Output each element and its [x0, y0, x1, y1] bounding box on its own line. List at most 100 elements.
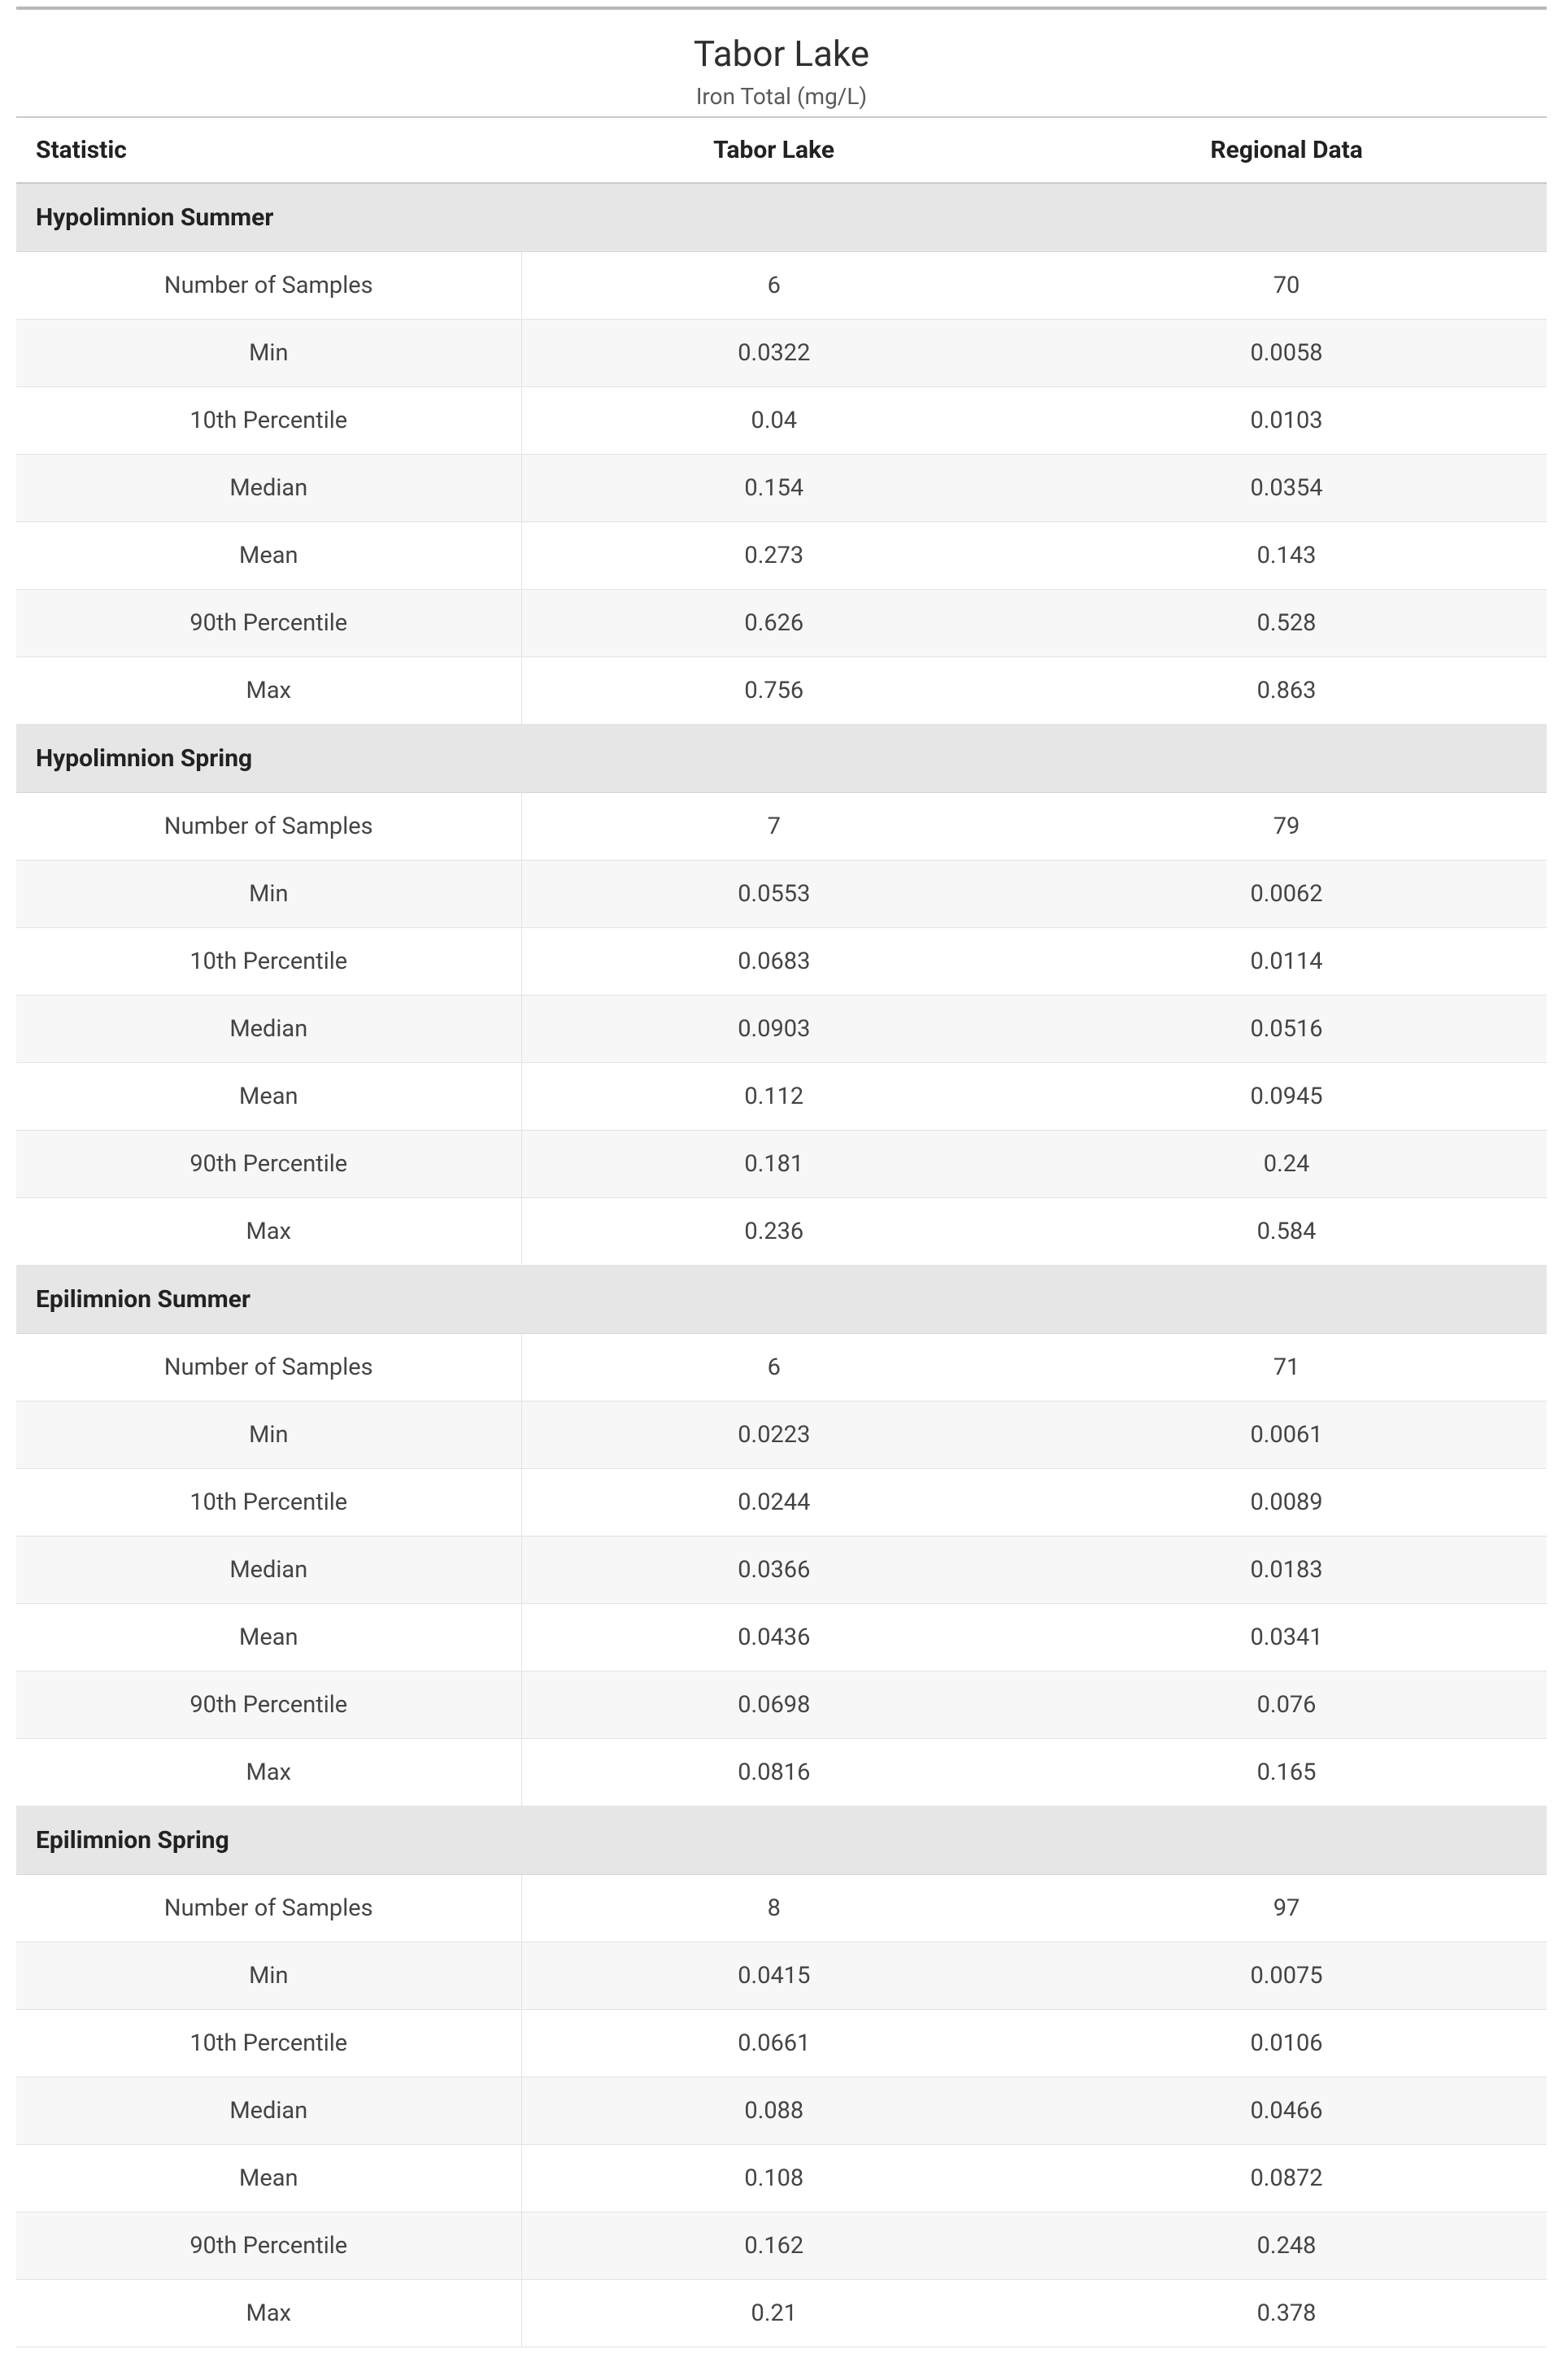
stat-label: Min — [16, 861, 521, 928]
regional-value: 0.0341 — [1026, 1604, 1547, 1672]
table-row: 90th Percentile0.1810.24 — [16, 1131, 1547, 1198]
lake-value: 0.0322 — [521, 320, 1026, 387]
lake-value: 0.0223 — [521, 1401, 1026, 1469]
regional-value: 70 — [1026, 252, 1547, 320]
section-header: Epilimnion Summer — [16, 1266, 1547, 1334]
table-body: Hypolimnion SummerNumber of Samples670Mi… — [16, 183, 1547, 2347]
regional-value: 71 — [1026, 1334, 1547, 1401]
stat-label: Min — [16, 1942, 521, 2010]
lake-value: 0.0244 — [521, 1469, 1026, 1537]
regional-value: 0.0466 — [1026, 2077, 1547, 2145]
table-row: Min0.04150.0075 — [16, 1942, 1547, 2010]
lake-value: 0.756 — [521, 657, 1026, 725]
lake-value: 0.04 — [521, 387, 1026, 455]
stat-label: Max — [16, 1198, 521, 1266]
lake-value: 0.088 — [521, 2077, 1026, 2145]
lake-value: 0.0816 — [521, 1739, 1026, 1807]
regional-value: 0.0872 — [1026, 2145, 1547, 2212]
table-row: 10th Percentile0.040.0103 — [16, 387, 1547, 455]
col-header-statistic: Statistic — [16, 117, 521, 183]
table-row: Max0.7560.863 — [16, 657, 1547, 725]
table-row: Max0.210.378 — [16, 2280, 1547, 2347]
stat-label: Max — [16, 1739, 521, 1807]
stat-label: Mean — [16, 1063, 521, 1131]
stat-label: 10th Percentile — [16, 928, 521, 996]
stat-label: 90th Percentile — [16, 2212, 521, 2280]
lake-value: 0.0683 — [521, 928, 1026, 996]
col-header-lake: Tabor Lake — [521, 117, 1026, 183]
stat-label: 90th Percentile — [16, 590, 521, 657]
table-row: Mean0.1080.0872 — [16, 2145, 1547, 2212]
table-row: 90th Percentile0.06980.076 — [16, 1672, 1547, 1739]
regional-value: 0.165 — [1026, 1739, 1547, 1807]
section-header: Hypolimnion Spring — [16, 725, 1547, 793]
regional-value: 0.143 — [1026, 522, 1547, 590]
page-subtitle: Iron Total (mg/L) — [16, 83, 1547, 110]
regional-value: 0.248 — [1026, 2212, 1547, 2280]
lake-value: 0.112 — [521, 1063, 1026, 1131]
section-title: Hypolimnion Spring — [16, 725, 1547, 793]
stat-label: 10th Percentile — [16, 387, 521, 455]
regional-value: 0.0058 — [1026, 320, 1547, 387]
regional-value: 0.0062 — [1026, 861, 1547, 928]
stat-label: 10th Percentile — [16, 2010, 521, 2077]
table-row: Min0.02230.0061 — [16, 1401, 1547, 1469]
regional-value: 0.378 — [1026, 2280, 1547, 2347]
lake-value: 0.154 — [521, 455, 1026, 522]
lake-value: 6 — [521, 252, 1026, 320]
regional-value: 0.0354 — [1026, 455, 1547, 522]
regional-value: 0.24 — [1026, 1131, 1547, 1198]
regional-value: 0.0945 — [1026, 1063, 1547, 1131]
table-row: Min0.03220.0058 — [16, 320, 1547, 387]
table-row: Mean0.04360.0341 — [16, 1604, 1547, 1672]
lake-value: 0.108 — [521, 2145, 1026, 2212]
section-title: Epilimnion Summer — [16, 1266, 1547, 1334]
table-row: Max0.2360.584 — [16, 1198, 1547, 1266]
lake-value: 0.0436 — [521, 1604, 1026, 1672]
lake-value: 7 — [521, 793, 1026, 861]
table-row: Median0.0880.0466 — [16, 2077, 1547, 2145]
section-header: Hypolimnion Summer — [16, 183, 1547, 252]
stat-label: Number of Samples — [16, 793, 521, 861]
table-row: 90th Percentile0.6260.528 — [16, 590, 1547, 657]
stat-label: 90th Percentile — [16, 1131, 521, 1198]
table-row: 10th Percentile0.06610.0106 — [16, 2010, 1547, 2077]
stat-label: 10th Percentile — [16, 1469, 521, 1537]
lake-value: 0.0415 — [521, 1942, 1026, 2010]
regional-value: 0.0114 — [1026, 928, 1547, 996]
col-header-regional: Regional Data — [1026, 117, 1547, 183]
regional-value: 0.076 — [1026, 1672, 1547, 1739]
table-row: 90th Percentile0.1620.248 — [16, 2212, 1547, 2280]
lake-value: 0.0903 — [521, 996, 1026, 1063]
stat-label: Mean — [16, 2145, 521, 2212]
stat-label: Median — [16, 1537, 521, 1604]
regional-value: 0.528 — [1026, 590, 1547, 657]
table-row: Median0.09030.0516 — [16, 996, 1547, 1063]
stat-label: Min — [16, 320, 521, 387]
regional-value: 97 — [1026, 1875, 1547, 1942]
table-row: Number of Samples671 — [16, 1334, 1547, 1401]
table-row: 10th Percentile0.06830.0114 — [16, 928, 1547, 996]
table-row: Max0.08160.165 — [16, 1739, 1547, 1807]
regional-value: 0.863 — [1026, 657, 1547, 725]
section-header: Epilimnion Spring — [16, 1807, 1547, 1875]
table-row: Median0.03660.0183 — [16, 1537, 1547, 1604]
page: Tabor Lake Iron Total (mg/L) Statistic T… — [0, 7, 1563, 2380]
regional-value: 0.0516 — [1026, 996, 1547, 1063]
table-row: Number of Samples779 — [16, 793, 1547, 861]
lake-value: 0.273 — [521, 522, 1026, 590]
table-row: Min0.05530.0062 — [16, 861, 1547, 928]
table-header-row: Statistic Tabor Lake Regional Data — [16, 117, 1547, 183]
stat-label: Mean — [16, 522, 521, 590]
lake-value: 8 — [521, 1875, 1026, 1942]
table-row: Number of Samples897 — [16, 1875, 1547, 1942]
regional-value: 0.584 — [1026, 1198, 1547, 1266]
regional-value: 0.0089 — [1026, 1469, 1547, 1537]
lake-value: 0.626 — [521, 590, 1026, 657]
stat-label: Max — [16, 657, 521, 725]
regional-value: 0.0075 — [1026, 1942, 1547, 2010]
lake-value: 0.0553 — [521, 861, 1026, 928]
stat-label: Max — [16, 2280, 521, 2347]
stat-label: Number of Samples — [16, 252, 521, 320]
lake-value: 0.236 — [521, 1198, 1026, 1266]
